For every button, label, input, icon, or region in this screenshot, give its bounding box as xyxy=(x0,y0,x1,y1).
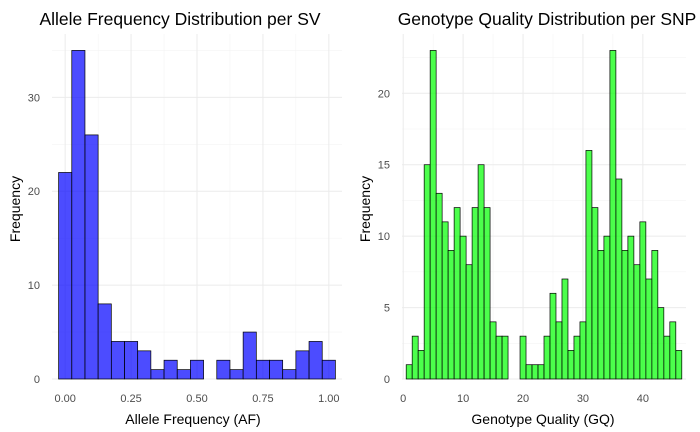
histogram-bar xyxy=(58,172,73,380)
histogram-bar xyxy=(573,335,581,380)
histogram-bar xyxy=(423,164,431,380)
y-axis-title: Frequency xyxy=(7,176,23,242)
x-tick-label: 0.25 xyxy=(120,393,141,405)
histogram-bar xyxy=(675,350,683,380)
x-tick-label: 40 xyxy=(637,393,649,405)
histogram-bar xyxy=(669,321,677,380)
histogram-bar xyxy=(489,321,497,380)
y-tick-label: 30 xyxy=(28,92,40,104)
histogram-bar xyxy=(543,335,551,380)
histogram-bar xyxy=(459,235,467,380)
histogram-bar xyxy=(435,192,443,380)
x-tick-label: 0 xyxy=(400,393,406,405)
histogram-bar xyxy=(176,369,191,380)
histogram-bar xyxy=(477,164,485,380)
histogram-bar xyxy=(591,207,599,380)
histogram-bar xyxy=(110,341,125,380)
histogram-bar xyxy=(321,359,336,380)
histogram-bar xyxy=(657,307,665,380)
x-tick-labels: 0 10 20 30 40 xyxy=(400,393,649,405)
histogram-bar xyxy=(579,321,587,380)
histogram-bar xyxy=(242,331,257,380)
histogram-bar xyxy=(615,178,623,380)
histogram-bar xyxy=(269,359,284,380)
histogram-bar xyxy=(255,359,270,380)
y-tick-label: 15 xyxy=(378,160,390,172)
histogram-bar xyxy=(97,303,112,380)
x-tick-label: 10 xyxy=(457,393,469,405)
y-tick-label: 10 xyxy=(28,280,40,292)
histogram-bar xyxy=(216,359,231,380)
histogram-bar xyxy=(453,207,461,380)
chart-title: Allele Frequency Distribution per SV xyxy=(39,9,320,29)
histogram-bar xyxy=(585,150,593,380)
histogram-bar xyxy=(645,278,653,380)
histogram-bar xyxy=(663,335,671,380)
histogram-bar xyxy=(84,134,99,380)
histogram-bar xyxy=(633,264,641,380)
chart-title: Genotype Quality Distribution per SNP xyxy=(398,9,697,29)
histogram-bar xyxy=(229,369,244,380)
histogram-bars xyxy=(58,50,336,380)
x-tick-label: 0.75 xyxy=(252,393,273,405)
histogram-bar xyxy=(519,335,527,380)
histogram-bar xyxy=(525,364,533,380)
histogram-bar xyxy=(555,321,563,380)
y-tick-label: 20 xyxy=(378,88,390,100)
histogram-bar xyxy=(417,350,425,380)
y-tick-labels: 0 5 10 15 20 xyxy=(378,88,390,386)
histogram-bar xyxy=(429,50,437,380)
histogram-bar xyxy=(150,369,165,380)
x-axis-title: Genotype Quality (GQ) xyxy=(471,411,614,427)
histogram-bar xyxy=(597,250,605,380)
histogram-bar xyxy=(124,341,139,380)
y-tick-label: 0 xyxy=(384,374,390,386)
histogram-bar xyxy=(651,250,659,380)
histogram-bar xyxy=(447,250,455,380)
histogram-bar xyxy=(137,350,152,380)
histogram-bar xyxy=(537,364,545,380)
histogram-bar xyxy=(567,350,575,380)
histogram-bar xyxy=(621,250,629,380)
histogram-bar xyxy=(603,235,611,380)
y-tick-label: 20 xyxy=(28,186,40,198)
histogram-bar xyxy=(561,278,569,380)
y-axis-title: Frequency xyxy=(357,176,373,242)
histogram-bar xyxy=(308,341,323,380)
histogram-bar xyxy=(639,221,647,380)
histogram-bar xyxy=(71,50,86,380)
histogram-bar xyxy=(531,364,539,380)
allele-frequency-panel: Allele Frequency Distribution per SV 0 10… xyxy=(7,9,342,427)
x-tick-label: 0.00 xyxy=(54,393,75,405)
histogram-bar xyxy=(411,335,419,380)
histogram-bar xyxy=(627,235,635,380)
histogram-bar xyxy=(483,207,491,380)
genotype-quality-panel: Genotype Quality Distribution per SNP 0 5… xyxy=(357,9,696,427)
histogram-bar xyxy=(465,264,473,380)
x-tick-label: 20 xyxy=(517,393,529,405)
x-axis-title: Allele Frequency (AF) xyxy=(125,411,260,427)
x-tick-labels: 0.00 0.25 0.50 0.75 1.00 xyxy=(54,393,339,405)
histogram-bar xyxy=(163,359,178,380)
y-tick-labels: 0 10 20 30 xyxy=(28,92,40,386)
histogram-bar xyxy=(295,350,310,380)
histogram-bar xyxy=(549,292,557,380)
histogram-bar xyxy=(501,335,509,380)
y-tick-label: 10 xyxy=(378,231,390,243)
histogram-bar xyxy=(441,221,449,380)
histogram-bar xyxy=(471,207,479,380)
x-tick-label: 1.00 xyxy=(318,393,339,405)
histogram-bar xyxy=(190,359,204,380)
histogram-bar xyxy=(282,369,297,380)
histogram-bar xyxy=(495,335,503,380)
x-tick-label: 30 xyxy=(577,393,589,405)
y-tick-label: 5 xyxy=(384,303,390,315)
histogram-bar xyxy=(405,364,413,380)
x-tick-label: 0.50 xyxy=(186,393,207,405)
histogram-bars xyxy=(405,50,683,380)
y-tick-label: 0 xyxy=(34,374,40,386)
histogram-bar xyxy=(609,50,617,380)
